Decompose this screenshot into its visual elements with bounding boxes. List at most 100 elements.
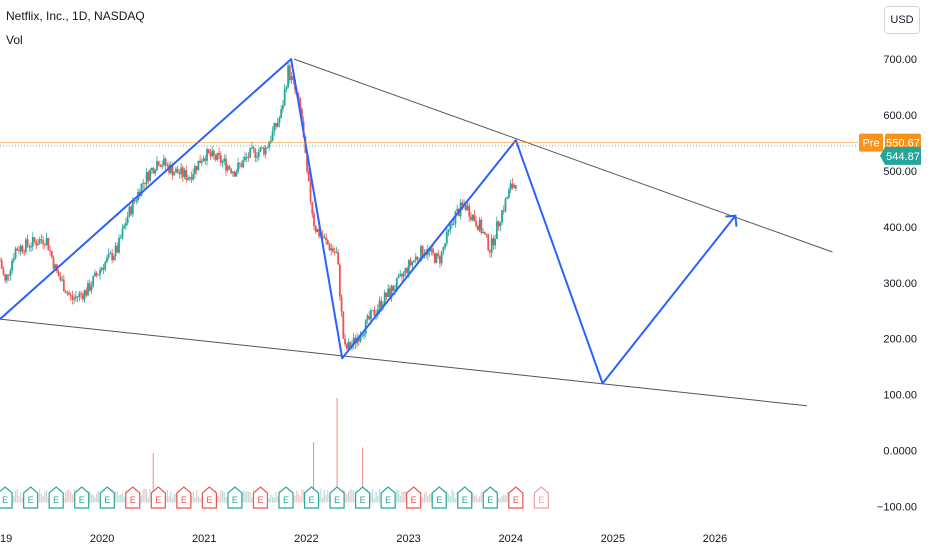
candle-body	[11, 260, 13, 271]
candle-body	[390, 285, 393, 297]
earnings-label: E	[360, 495, 366, 505]
candle-body	[433, 253, 436, 263]
candle-body	[414, 256, 417, 261]
earnings-marker: E	[380, 486, 396, 509]
volume-bar	[475, 494, 477, 503]
volume-bar	[70, 491, 72, 503]
candle-body	[387, 288, 390, 297]
candle-body	[292, 76, 295, 80]
time-tick-label: 2019	[0, 533, 12, 545]
candle-body	[59, 276, 62, 280]
candle-body	[349, 341, 352, 348]
candle-body	[68, 292, 70, 295]
volume-bar	[175, 493, 177, 503]
candle-body	[95, 272, 98, 276]
candle-body	[416, 256, 419, 260]
volume-bar	[40, 493, 43, 503]
volume-bar	[68, 489, 70, 503]
candle-body	[316, 229, 319, 232]
candle-body	[280, 109, 283, 119]
currency-button[interactable]: USD	[884, 6, 920, 34]
volume-bar	[221, 490, 224, 503]
time-tick-label: 2024	[498, 533, 522, 545]
volume-bar	[349, 489, 351, 503]
candle-body	[199, 160, 202, 164]
candle-body	[237, 162, 239, 172]
candle-body	[71, 295, 74, 300]
volume-bar	[478, 496, 481, 503]
earnings-marker: E	[406, 486, 422, 509]
candle-body	[154, 170, 157, 174]
candle-body	[7, 274, 10, 276]
earnings-label: E	[130, 495, 136, 505]
candle-body	[439, 256, 441, 264]
candle-body	[497, 221, 500, 227]
candle-body	[514, 185, 517, 189]
earnings-badge	[48, 486, 64, 509]
candle-body	[511, 183, 514, 188]
volume-bar	[427, 496, 429, 503]
volume-indicator-label[interactable]: Vol	[6, 33, 23, 47]
earnings-badge	[74, 486, 90, 509]
candle-body	[211, 150, 214, 157]
earnings-badge	[406, 486, 422, 509]
earnings-label: E	[2, 495, 8, 505]
volume-bar	[192, 491, 194, 503]
earnings-marker: E	[278, 486, 294, 509]
candle-body	[19, 245, 22, 252]
candle-body	[337, 252, 340, 265]
candle-body	[214, 155, 217, 160]
candle-body	[209, 153, 212, 157]
earnings-marker: E	[201, 486, 217, 509]
candle-body	[121, 228, 124, 238]
candle-body	[371, 310, 374, 312]
candle-body	[399, 274, 402, 277]
candle-body	[402, 272, 405, 277]
candle-body	[40, 239, 43, 241]
candle-body	[278, 118, 281, 123]
candle-body	[388, 288, 391, 297]
candle-body	[333, 251, 336, 253]
volume-bar	[503, 494, 505, 503]
candle-body	[119, 237, 122, 239]
candle-body	[37, 244, 39, 246]
drawing-layer[interactable]	[0, 58, 858, 407]
candle-body	[290, 76, 293, 81]
candle-body	[64, 291, 67, 293]
candle-body	[430, 248, 433, 252]
volume-bar	[168, 496, 170, 503]
candle-body	[90, 286, 93, 291]
volume-bar	[89, 491, 91, 503]
candle-body	[42, 240, 45, 245]
volume-bar	[197, 496, 199, 503]
volume-bar	[196, 489, 198, 503]
volume-bar	[273, 497, 275, 503]
earnings-label: E	[79, 495, 85, 505]
price-tick-label: 700.00	[883, 54, 917, 66]
candle-body	[413, 260, 415, 262]
volume-bar	[480, 492, 482, 503]
volume-bar	[223, 492, 225, 503]
candle-body	[487, 234, 490, 251]
time-axis[interactable]: 2019 2020 2021 2022 2023 2024 2025 2026	[0, 533, 727, 545]
candle-body	[340, 296, 343, 312]
candle-body	[342, 311, 345, 339]
price-axis[interactable]: 700.00 600.00 500.00 400.00 300.00 200.00 100.…	[877, 54, 917, 513]
volume-bar	[64, 492, 67, 503]
earnings-badge	[380, 486, 396, 509]
earnings-marker: E	[176, 486, 192, 509]
volume-bar	[425, 490, 427, 503]
candle-body	[501, 210, 503, 223]
candle-body	[357, 337, 360, 342]
candle-body	[114, 245, 117, 257]
earnings-label: E	[283, 495, 289, 505]
candle-body	[385, 292, 388, 297]
candle-body	[238, 162, 241, 164]
candle-body	[476, 225, 479, 231]
candle-body	[43, 244, 46, 246]
price-tick-label: 100.00	[883, 390, 917, 402]
earnings-label: E	[385, 495, 391, 505]
candle-body	[442, 247, 445, 252]
